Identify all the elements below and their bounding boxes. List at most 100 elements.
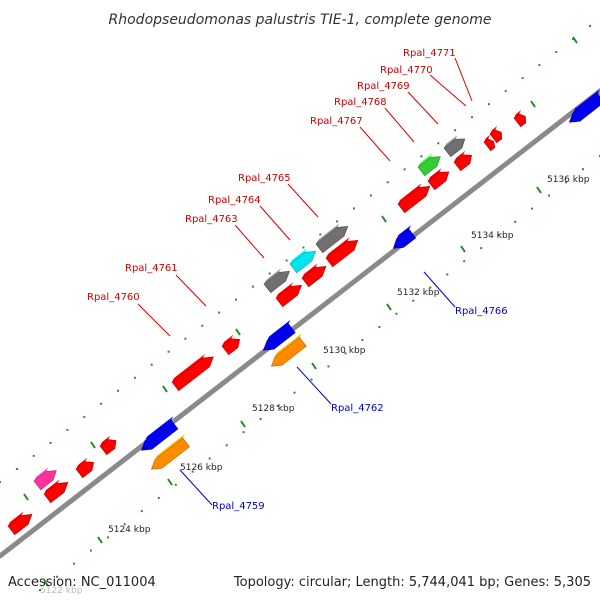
svg-text:Rpal_4767[interactable]: Rpal_4767 bbox=[310, 116, 363, 127]
gene-arrow-forward[interactable] bbox=[301, 263, 327, 288]
gene-label-rpal-4761[interactable]: Rpal_4761 bbox=[125, 263, 207, 307]
gene-arrow-reverse[interactable] bbox=[150, 434, 190, 470]
gene-arrow-forward[interactable] bbox=[289, 248, 316, 274]
gene-arrow-forward-bevel bbox=[8, 511, 24, 526]
gene-label-rpal-4767[interactable]: Rpal_4767 bbox=[310, 116, 391, 162]
forward-track-dot bbox=[218, 311, 221, 314]
svg-text:Rpal_4760[interactable]: Rpal_4760 bbox=[87, 292, 140, 303]
gene-arrow-reverse-body bbox=[270, 337, 307, 367]
gene-label-rpal-4763[interactable]: Rpal_4763 bbox=[185, 214, 265, 259]
reverse-track-dot bbox=[89, 549, 92, 552]
gene-arrow-forward[interactable] bbox=[417, 153, 441, 177]
forward-track-dot bbox=[49, 441, 52, 444]
svg-text:Rpal_4769[interactable]: Rpal_4769 bbox=[357, 81, 410, 92]
gene-arrow-reverse-body bbox=[262, 323, 296, 351]
gene-arrow-forward[interactable] bbox=[171, 354, 214, 392]
reverse-track-dot bbox=[123, 523, 126, 526]
gene-arrow-forward-bevel bbox=[302, 263, 318, 278]
forward-track-dot bbox=[117, 389, 119, 392]
gene-arrow-forward[interactable] bbox=[397, 183, 431, 214]
gene-arrow-forward-body bbox=[99, 439, 117, 456]
gene-arrow-forward-body bbox=[513, 113, 527, 128]
reverse-track-dot bbox=[106, 536, 109, 539]
gene-label-rpal-4764[interactable]: Rpal_4764 bbox=[208, 195, 291, 241]
gene-arrow-reverse-body bbox=[140, 419, 179, 451]
gene-arrow-forward[interactable] bbox=[325, 237, 359, 268]
gene-arrow-forward-body bbox=[443, 138, 466, 158]
gene-label-rpal-4771[interactable]: Rpal_4771 bbox=[403, 48, 473, 102]
gene-arrow-forward[interactable] bbox=[33, 467, 57, 491]
gene-arrow-reverse[interactable] bbox=[262, 319, 296, 351]
gene-arrow-forward[interactable] bbox=[221, 334, 240, 356]
forward-track-dot bbox=[302, 246, 305, 249]
reverse-track-dot bbox=[174, 483, 177, 486]
reverse-track-dot bbox=[565, 181, 568, 184]
gene-arrow-forward[interactable] bbox=[443, 135, 466, 158]
forward-track-dot bbox=[471, 116, 473, 119]
gene-arrow-forward[interactable] bbox=[453, 150, 472, 172]
gene-arrow-forward-bevel bbox=[276, 282, 293, 298]
gene-arrow-forward-body bbox=[275, 284, 302, 308]
svg-text:Rpal_4766[interactable]: Rpal_4766 bbox=[455, 306, 508, 317]
gene-arrow-forward-bevel bbox=[484, 134, 491, 142]
gene-arrow-forward[interactable] bbox=[275, 282, 302, 308]
gene-arrow-forward[interactable] bbox=[427, 168, 450, 191]
svg-text:Rpal_4768[interactable]: Rpal_4768 bbox=[334, 97, 387, 108]
gene-label-rpal-4759[interactable]: Rpal_4759 bbox=[179, 469, 265, 512]
gene-arrow-forward[interactable] bbox=[99, 435, 117, 456]
gene-arrow-reverse[interactable] bbox=[392, 225, 417, 249]
gene-arrow-reverse-bevel bbox=[275, 333, 302, 357]
gene-label-rpal-4766[interactable]: Rpal_4766 bbox=[423, 271, 508, 317]
gene-arrow-reverse[interactable] bbox=[568, 89, 600, 123]
gene-arrow-forward[interactable] bbox=[483, 134, 496, 152]
gene-arrow-reverse-bevel bbox=[155, 434, 185, 460]
gene-arrow-reverse[interactable] bbox=[140, 416, 179, 451]
forward-track-dot bbox=[555, 51, 558, 54]
forward-track-dot bbox=[150, 363, 153, 366]
tick-label-5136: 5136 kbp bbox=[547, 175, 590, 185]
scale-tick bbox=[43, 579, 49, 587]
svg-text:Rpal_4771[interactable]: Rpal_4771 bbox=[403, 48, 456, 59]
gene-arrow-forward[interactable] bbox=[75, 457, 94, 479]
gene-arrow-forward-bevel bbox=[172, 354, 205, 382]
reverse-track-dot bbox=[72, 562, 75, 565]
gene-label-rpal-4765[interactable]: Rpal_4765 bbox=[238, 173, 319, 218]
gene-arrow-forward-body bbox=[171, 356, 214, 392]
gene-arrow-forward[interactable] bbox=[7, 511, 33, 536]
gene-arrow-reverse[interactable] bbox=[270, 333, 307, 367]
svg-text:Rpal_4761[interactable]: Rpal_4761 bbox=[125, 263, 178, 274]
svg-text:Rpal_4770[interactable]: Rpal_4770 bbox=[380, 65, 433, 76]
scale-tick bbox=[381, 215, 387, 223]
gene-arrow-forward-bevel bbox=[490, 126, 498, 134]
forward-track-dot bbox=[83, 415, 86, 418]
scale-tick bbox=[90, 441, 96, 449]
gene-arrow-forward[interactable] bbox=[43, 479, 69, 504]
svg-text:Rpal_4759[interactable]: Rpal_4759 bbox=[212, 501, 265, 512]
forward-track-dot bbox=[572, 38, 575, 40]
gene-label-rpal-4769[interactable]: Rpal_4769 bbox=[357, 81, 439, 125]
forward-track-dot bbox=[454, 129, 457, 132]
gene-label-rpal-4760[interactable]: Rpal_4760 bbox=[87, 292, 171, 337]
gene-arrow-forward-bevel bbox=[316, 223, 340, 244]
reverse-track-dot bbox=[344, 352, 347, 355]
gene-arrow-forward[interactable] bbox=[489, 126, 503, 144]
gene-label-rpal-4768[interactable]: Rpal_4768 bbox=[334, 97, 415, 143]
reverse-track-dot bbox=[446, 273, 449, 276]
gene-arrow-forward-body bbox=[427, 171, 450, 191]
reverse-track-dot bbox=[395, 312, 398, 315]
forward-track-dot bbox=[369, 194, 372, 197]
gene-arrow-forward[interactable] bbox=[263, 268, 290, 294]
svg-text:Rpal_4764[interactable]: Rpal_4764 bbox=[208, 195, 261, 206]
svg-text:Rpal_4763[interactable]: Rpal_4763 bbox=[185, 214, 238, 225]
reverse-track-dot bbox=[548, 194, 551, 197]
svg-text:Rpal_4762[interactable]: Rpal_4762 bbox=[331, 403, 384, 414]
forward-track-dot bbox=[201, 324, 204, 327]
gene-label-rpal-4762[interactable]: Rpal_4762 bbox=[296, 366, 384, 414]
gene-label-rpal-4770[interactable]: Rpal_4770 bbox=[380, 65, 467, 107]
gene-arrow-forward[interactable] bbox=[315, 223, 349, 254]
svg-text:Rpal_4765[interactable]: Rpal_4765 bbox=[238, 173, 291, 184]
gene-arrow-forward[interactable] bbox=[513, 110, 527, 128]
gene-arrow-reverse-body bbox=[568, 93, 600, 123]
map-title: Rhodopseudomonas palustris TIE-1, comple… bbox=[109, 12, 492, 28]
